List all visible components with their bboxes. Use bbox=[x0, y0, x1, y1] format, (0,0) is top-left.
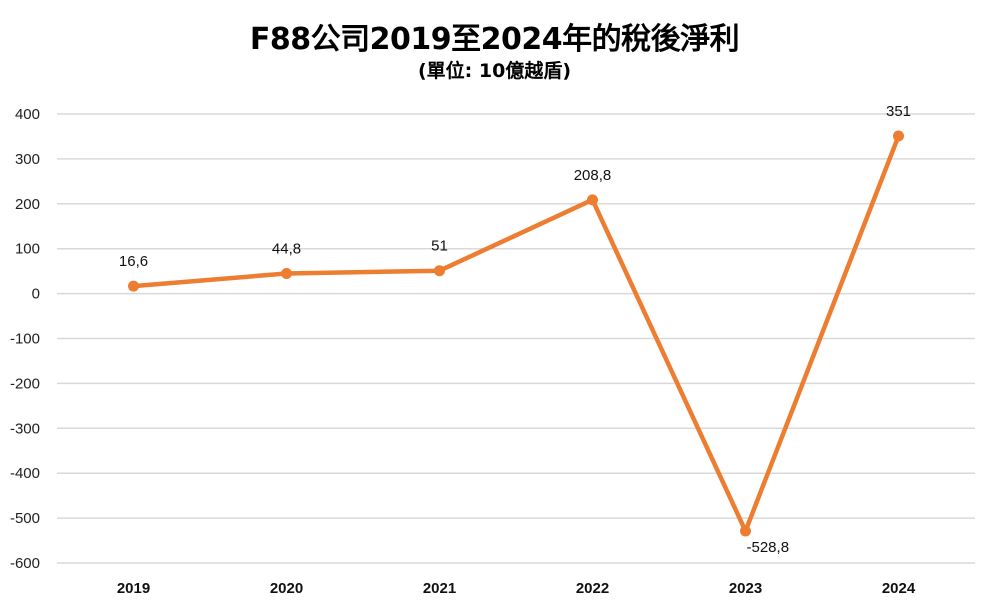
gridlines bbox=[57, 113, 975, 564]
y-tick-label: -500 bbox=[10, 510, 40, 527]
data-point-marker bbox=[587, 194, 598, 206]
y-tick-label: -200 bbox=[10, 375, 40, 392]
x-tick-label: 2023 bbox=[729, 580, 762, 597]
y-tick-label: 0 bbox=[32, 286, 40, 303]
y-tick-label: -600 bbox=[10, 555, 40, 572]
x-tick-label: 2019 bbox=[117, 580, 150, 597]
data-label: 208,8 bbox=[574, 167, 612, 184]
data-point-marker bbox=[434, 265, 445, 277]
data-label: 16,6 bbox=[119, 253, 148, 270]
x-tick-label: 2024 bbox=[882, 580, 916, 597]
x-axis: 2019 2020 2021 2022 2023 2024 bbox=[117, 580, 916, 597]
y-tick-label: 200 bbox=[15, 196, 40, 213]
y-axis: 400 300 200 100 0 -100 -200 -300 -400 -500 -600 bbox=[10, 106, 40, 572]
data-label: 44,8 bbox=[272, 240, 301, 257]
chart-subtitle: (單位: 10億越盾) bbox=[417, 60, 572, 82]
y-tick-label: -300 bbox=[10, 420, 40, 437]
data-label: 351 bbox=[886, 103, 911, 120]
y-tick-label: 400 bbox=[15, 106, 40, 123]
x-tick-label: 2021 bbox=[423, 580, 456, 597]
series-line bbox=[131, 133, 901, 534]
x-tick-label: 2020 bbox=[270, 580, 303, 597]
y-tick-label: 100 bbox=[15, 241, 40, 258]
data-point-marker bbox=[281, 267, 292, 279]
data-point-marker bbox=[893, 130, 904, 142]
x-tick-label: 2022 bbox=[576, 580, 609, 597]
y-tick-label: -400 bbox=[10, 465, 40, 482]
data-label: -528,8 bbox=[747, 539, 790, 556]
data-label: 51 bbox=[431, 238, 448, 255]
data-labels: 16,6 44,8 51 208,8 -528,8 351 bbox=[119, 103, 911, 556]
data-series bbox=[128, 130, 904, 537]
y-tick-label: -100 bbox=[10, 331, 40, 348]
chart-title: F88公司2019至2024年的稅後淨利 bbox=[249, 22, 740, 57]
y-tick-label: 300 bbox=[15, 151, 40, 168]
data-point-marker bbox=[128, 280, 139, 292]
data-point-marker bbox=[740, 525, 751, 537]
